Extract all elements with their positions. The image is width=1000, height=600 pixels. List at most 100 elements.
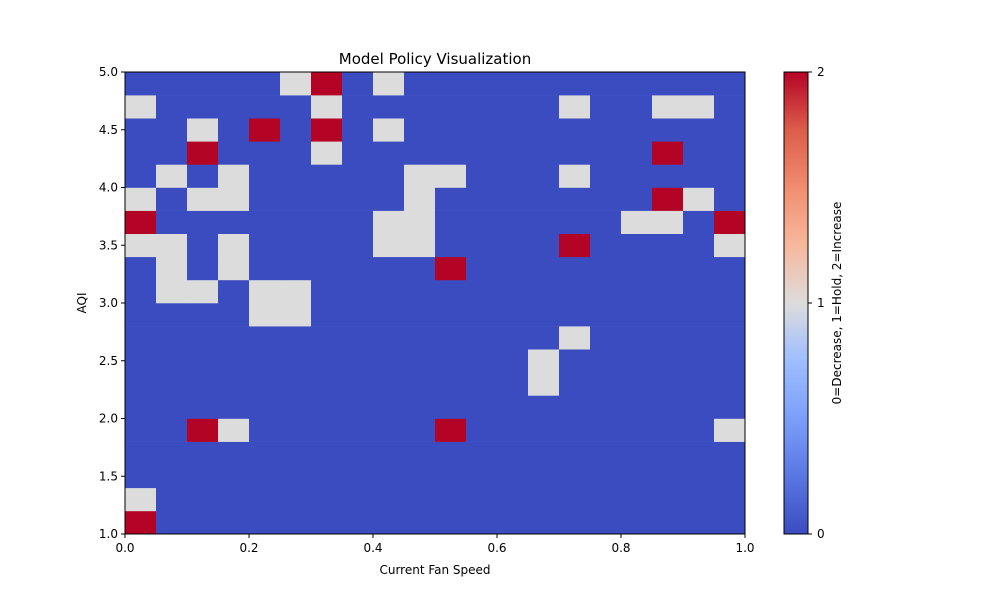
- heatmap-cell: [342, 95, 374, 119]
- heatmap-cell: [218, 141, 250, 165]
- heatmap-cell: [280, 418, 312, 442]
- heatmap-cell: [590, 164, 622, 188]
- heatmap-cell: [125, 210, 157, 234]
- heatmap-cell: [435, 141, 467, 165]
- colorbar-tick-label: 2: [817, 65, 825, 79]
- heatmap-cell: [249, 210, 281, 234]
- heatmap-cell: [404, 233, 436, 258]
- heatmap-cell: [249, 372, 281, 396]
- heatmap-cell: [466, 441, 498, 465]
- heatmap-cell: [373, 372, 405, 396]
- heatmap-cells: [125, 72, 746, 535]
- heatmap-cell: [621, 279, 653, 304]
- heatmap-cell: [342, 164, 374, 188]
- x-axis: 0.0 0.2 0.4 0.6 0.8 1.0: [115, 534, 755, 555]
- heatmap-cell: [528, 326, 560, 350]
- heatmap-cell: [497, 72, 529, 96]
- heatmap-cell: [404, 418, 436, 442]
- heatmap-cell: [466, 464, 498, 489]
- colorbar-ticks: 0 1 2: [808, 65, 825, 541]
- heatmap-cell: [683, 441, 715, 465]
- heatmap-cell: [249, 118, 281, 142]
- heatmap-cell: [156, 233, 188, 258]
- heatmap-cell: [218, 487, 250, 512]
- heatmap-cell: [218, 510, 250, 535]
- heatmap-cell: [187, 279, 219, 304]
- heatmap-cell: [435, 487, 467, 512]
- heatmap-cell: [590, 372, 622, 396]
- heatmap-cell: [280, 349, 312, 373]
- heatmap-cell: [187, 487, 219, 512]
- heatmap-cell: [621, 510, 653, 535]
- heatmap-cell: [497, 441, 529, 465]
- heatmap-cell: [683, 187, 715, 211]
- heatmap-cell: [559, 418, 591, 442]
- heatmap-cell: [187, 510, 219, 535]
- heatmap-cell: [435, 164, 467, 188]
- heatmap-cell: [714, 303, 746, 327]
- heatmap-cell: [466, 303, 498, 327]
- heatmap-cell: [497, 303, 529, 327]
- heatmap-cell: [280, 164, 312, 188]
- heatmap-cell: [559, 210, 591, 234]
- heatmap-cell: [187, 233, 219, 258]
- heatmap-cell: [156, 95, 188, 119]
- heatmap-cell: [528, 95, 560, 119]
- heatmap-cell: [528, 487, 560, 512]
- heatmap-cell: [714, 164, 746, 188]
- heatmap-cell: [125, 279, 157, 304]
- heatmap-cell: [435, 233, 467, 258]
- heatmap-cell: [559, 303, 591, 327]
- heatmap-cell: [590, 418, 622, 442]
- heatmap-cell: [342, 303, 374, 327]
- heatmap-cell: [156, 349, 188, 373]
- heatmap-cell: [683, 510, 715, 535]
- heatmap-cell: [497, 279, 529, 304]
- heatmap-cell: [714, 141, 746, 165]
- heatmap-cell: [466, 256, 498, 281]
- heatmap-cell: [652, 487, 684, 512]
- heatmap-cell: [466, 372, 498, 396]
- heatmap-cell: [280, 303, 312, 327]
- heatmap-cell: [404, 372, 436, 396]
- heatmap-cell: [187, 256, 219, 281]
- x-axis-label: Current Fan Speed: [379, 563, 490, 577]
- heatmap-cell: [342, 510, 374, 535]
- heatmap-cell: [714, 233, 746, 258]
- heatmap-cell: [683, 279, 715, 304]
- chart-title: Model Policy Visualization: [339, 50, 531, 68]
- heatmap-cell: [714, 418, 746, 442]
- heatmap-cell: [342, 349, 374, 373]
- heatmap-cell: [249, 233, 281, 258]
- heatmap-cell: [311, 441, 343, 465]
- heatmap-cell: [652, 164, 684, 188]
- heatmap-cell: [714, 72, 746, 96]
- heatmap-cell: [466, 187, 498, 211]
- heatmap-cell: [342, 326, 374, 350]
- heatmap-cell: [125, 464, 157, 489]
- heatmap-cell: [373, 72, 405, 96]
- heatmap-cell: [125, 418, 157, 442]
- heatmap-cell: [683, 303, 715, 327]
- heatmap-cell: [218, 210, 250, 234]
- heatmap-cell: [404, 164, 436, 188]
- heatmap-cell: [435, 395, 467, 419]
- heatmap-cell: [590, 141, 622, 165]
- heatmap-cell: [373, 279, 405, 304]
- heatmap-cell: [652, 510, 684, 535]
- heatmap-cell: [528, 141, 560, 165]
- heatmap-cell: [652, 303, 684, 327]
- heatmap-cell: [125, 233, 157, 258]
- heatmap-cell: [218, 418, 250, 442]
- heatmap-cell: [652, 326, 684, 350]
- heatmap-cell: [466, 487, 498, 512]
- heatmap-cell: [311, 464, 343, 489]
- heatmap-cell: [528, 164, 560, 188]
- heatmap-cell: [280, 395, 312, 419]
- heatmap-cell: [187, 372, 219, 396]
- heatmap-cell: [187, 164, 219, 188]
- heatmap-cell: [373, 441, 405, 465]
- heatmap-cell: [342, 233, 374, 258]
- heatmap-cell: [249, 487, 281, 512]
